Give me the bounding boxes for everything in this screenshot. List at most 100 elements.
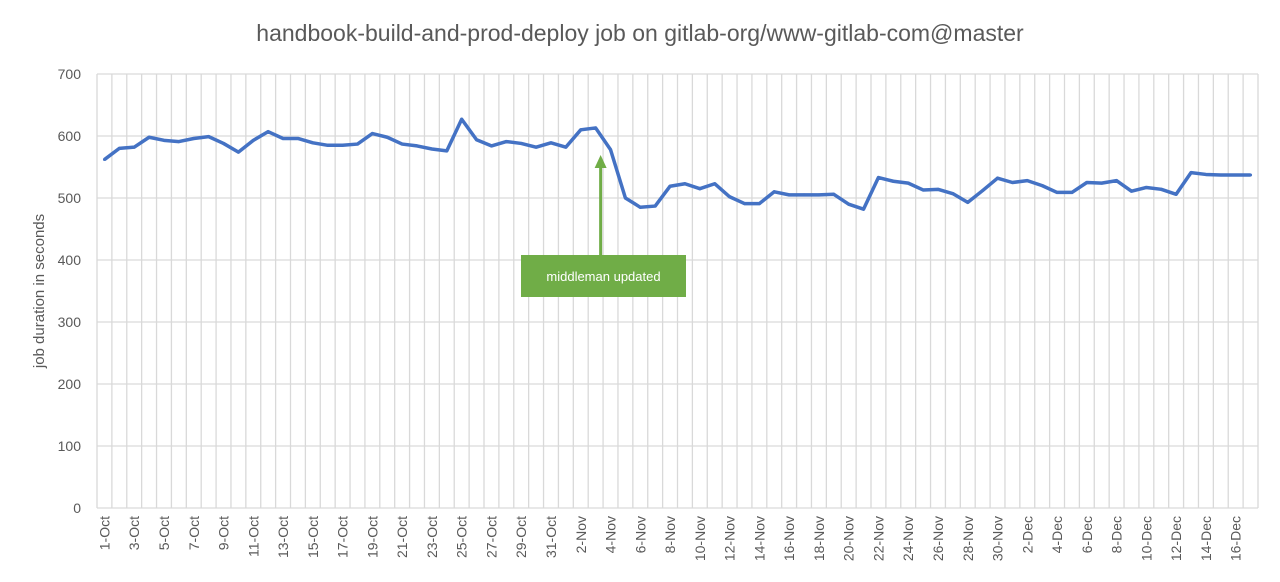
data-point bbox=[728, 195, 732, 199]
x-tick-label: 6-Dec bbox=[1079, 516, 1095, 553]
data-point bbox=[1040, 184, 1044, 188]
x-tick-label: 6-Nov bbox=[632, 516, 648, 553]
y-axis-label: job duration in seconds bbox=[31, 214, 48, 369]
data-point bbox=[355, 142, 359, 146]
data-point bbox=[713, 182, 717, 186]
data-point bbox=[534, 145, 538, 149]
data-point bbox=[281, 136, 285, 140]
data-point bbox=[638, 205, 642, 209]
data-point bbox=[549, 141, 553, 145]
data-point bbox=[162, 138, 166, 142]
x-tick-label: 13-Oct bbox=[275, 516, 291, 558]
data-point bbox=[1204, 172, 1208, 176]
data-point bbox=[117, 146, 121, 150]
x-tick-label: 21-Oct bbox=[394, 516, 410, 558]
data-point bbox=[489, 144, 493, 148]
data-point bbox=[1100, 181, 1104, 185]
x-tick-label: 10-Nov bbox=[692, 516, 708, 561]
data-point bbox=[772, 190, 776, 194]
x-tick-label: 22-Nov bbox=[870, 516, 886, 561]
x-tick-label: 8-Dec bbox=[1109, 516, 1125, 553]
data-point bbox=[385, 135, 389, 139]
x-tick-label: 11-Oct bbox=[245, 516, 261, 557]
data-point bbox=[192, 136, 196, 140]
x-tick-label: 16-Nov bbox=[781, 516, 797, 561]
y-tick-label: 500 bbox=[58, 190, 82, 206]
x-tick-label: 24-Nov bbox=[900, 516, 916, 561]
x-tick-label: 12-Dec bbox=[1168, 516, 1184, 561]
x-tick-label: 14-Dec bbox=[1198, 516, 1214, 561]
x-tick-label: 17-Oct bbox=[335, 516, 351, 558]
data-point bbox=[236, 150, 240, 154]
data-point bbox=[400, 142, 404, 146]
data-point bbox=[936, 187, 940, 191]
data-point bbox=[832, 192, 836, 196]
data-point bbox=[623, 196, 627, 200]
data-point bbox=[951, 192, 955, 196]
y-tick-label: 200 bbox=[58, 376, 82, 392]
data-point bbox=[430, 147, 434, 151]
data-point bbox=[296, 136, 300, 140]
x-tick-label: 30-Nov bbox=[990, 516, 1006, 561]
data-point bbox=[475, 138, 479, 142]
x-tick-label: 3-Oct bbox=[126, 516, 142, 550]
annotation-middleman-updated: middleman updated bbox=[521, 255, 686, 297]
data-point bbox=[519, 141, 523, 145]
data-point bbox=[609, 148, 613, 152]
data-point bbox=[207, 135, 211, 139]
data-point bbox=[102, 158, 106, 162]
data-point bbox=[966, 200, 970, 204]
data-point bbox=[996, 176, 1000, 180]
data-point bbox=[1189, 171, 1193, 175]
x-tick-label: 26-Nov bbox=[930, 516, 946, 561]
x-tick-label: 2-Dec bbox=[1019, 516, 1035, 553]
data-point bbox=[981, 189, 985, 193]
data-point bbox=[460, 117, 464, 121]
data-point bbox=[1025, 179, 1029, 183]
data-point bbox=[445, 149, 449, 153]
x-tick-label: 23-Oct bbox=[424, 516, 440, 558]
data-point bbox=[802, 193, 806, 197]
data-point bbox=[564, 145, 568, 149]
data-point bbox=[370, 132, 374, 136]
data-point bbox=[415, 144, 419, 148]
x-tick-label: 25-Oct bbox=[454, 516, 470, 558]
data-point bbox=[653, 204, 657, 208]
data-point bbox=[222, 141, 226, 145]
data-point bbox=[906, 181, 910, 185]
data-point bbox=[266, 130, 270, 134]
x-tick-label: 7-Oct bbox=[186, 516, 202, 550]
data-point bbox=[891, 179, 895, 183]
data-point bbox=[1010, 181, 1014, 184]
data-point bbox=[579, 128, 583, 132]
data-point bbox=[668, 184, 672, 188]
y-tick-label: 300 bbox=[58, 314, 82, 330]
data-point bbox=[757, 202, 761, 206]
data-point bbox=[1174, 192, 1178, 196]
x-tick-label: 27-Oct bbox=[483, 516, 499, 558]
data-point bbox=[921, 188, 925, 192]
data-point bbox=[132, 145, 136, 149]
data-point bbox=[1249, 173, 1253, 177]
x-tick-label: 8-Nov bbox=[662, 516, 678, 553]
data-point bbox=[817, 193, 821, 197]
data-point bbox=[1159, 187, 1163, 191]
chart-title: handbook-build-and-prod-deploy job on gi… bbox=[256, 20, 1024, 46]
data-point bbox=[862, 207, 866, 211]
x-tick-label: 5-Oct bbox=[156, 516, 172, 550]
data-point bbox=[742, 202, 746, 206]
annotation-arrow-head bbox=[594, 155, 607, 168]
x-tick-label: 9-Oct bbox=[216, 516, 232, 550]
y-tick-label: 100 bbox=[58, 438, 82, 454]
data-point bbox=[341, 143, 345, 147]
x-tick-label: 18-Nov bbox=[811, 516, 827, 561]
x-tick-label: 10-Dec bbox=[1138, 516, 1154, 561]
x-tick-label: 4-Dec bbox=[1049, 516, 1065, 553]
data-point bbox=[1219, 173, 1223, 177]
x-tick-label: 31-Oct bbox=[543, 516, 559, 558]
x-tick-label: 4-Nov bbox=[603, 516, 619, 553]
data-point bbox=[698, 187, 702, 191]
data-point bbox=[147, 135, 151, 139]
data-point bbox=[1115, 179, 1119, 183]
data-point bbox=[683, 182, 687, 186]
